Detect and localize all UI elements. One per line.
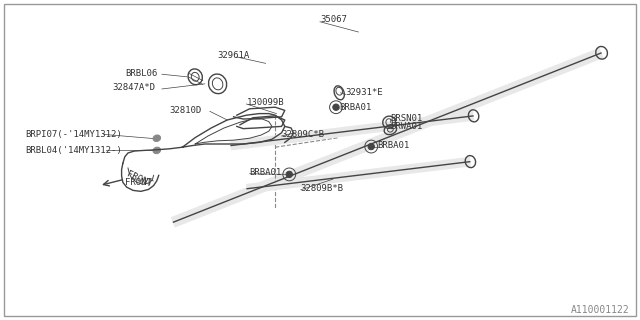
Circle shape xyxy=(333,104,339,110)
Text: BRBL04('14MY1312-): BRBL04('14MY1312-) xyxy=(26,146,122,155)
Text: FRONT: FRONT xyxy=(125,178,152,187)
Text: BRSN01: BRSN01 xyxy=(390,114,422,123)
Text: 130099B: 130099B xyxy=(246,98,284,107)
Text: BRBA01: BRBA01 xyxy=(339,103,371,112)
Text: 32961A: 32961A xyxy=(218,52,250,60)
Text: FRONT: FRONT xyxy=(125,170,154,189)
Ellipse shape xyxy=(153,147,161,154)
Text: 32847A*D: 32847A*D xyxy=(112,84,155,92)
Text: 32809C*B: 32809C*B xyxy=(282,130,324,139)
Text: BRBL06: BRBL06 xyxy=(125,69,157,78)
Text: 32810D: 32810D xyxy=(170,106,202,115)
Circle shape xyxy=(368,143,374,150)
Circle shape xyxy=(286,171,292,178)
Text: 32931*E: 32931*E xyxy=(346,88,383,97)
Text: A110001122: A110001122 xyxy=(572,305,630,315)
Text: BRBA01: BRBA01 xyxy=(378,141,410,150)
Text: 35067: 35067 xyxy=(320,15,347,24)
Text: BRPI07(-'14MY1312): BRPI07(-'14MY1312) xyxy=(26,130,122,139)
Text: BRBA01: BRBA01 xyxy=(250,168,282,177)
Text: BRWA01: BRWA01 xyxy=(390,122,422,131)
Ellipse shape xyxy=(153,135,161,141)
Text: 32809B*B: 32809B*B xyxy=(301,184,344,193)
